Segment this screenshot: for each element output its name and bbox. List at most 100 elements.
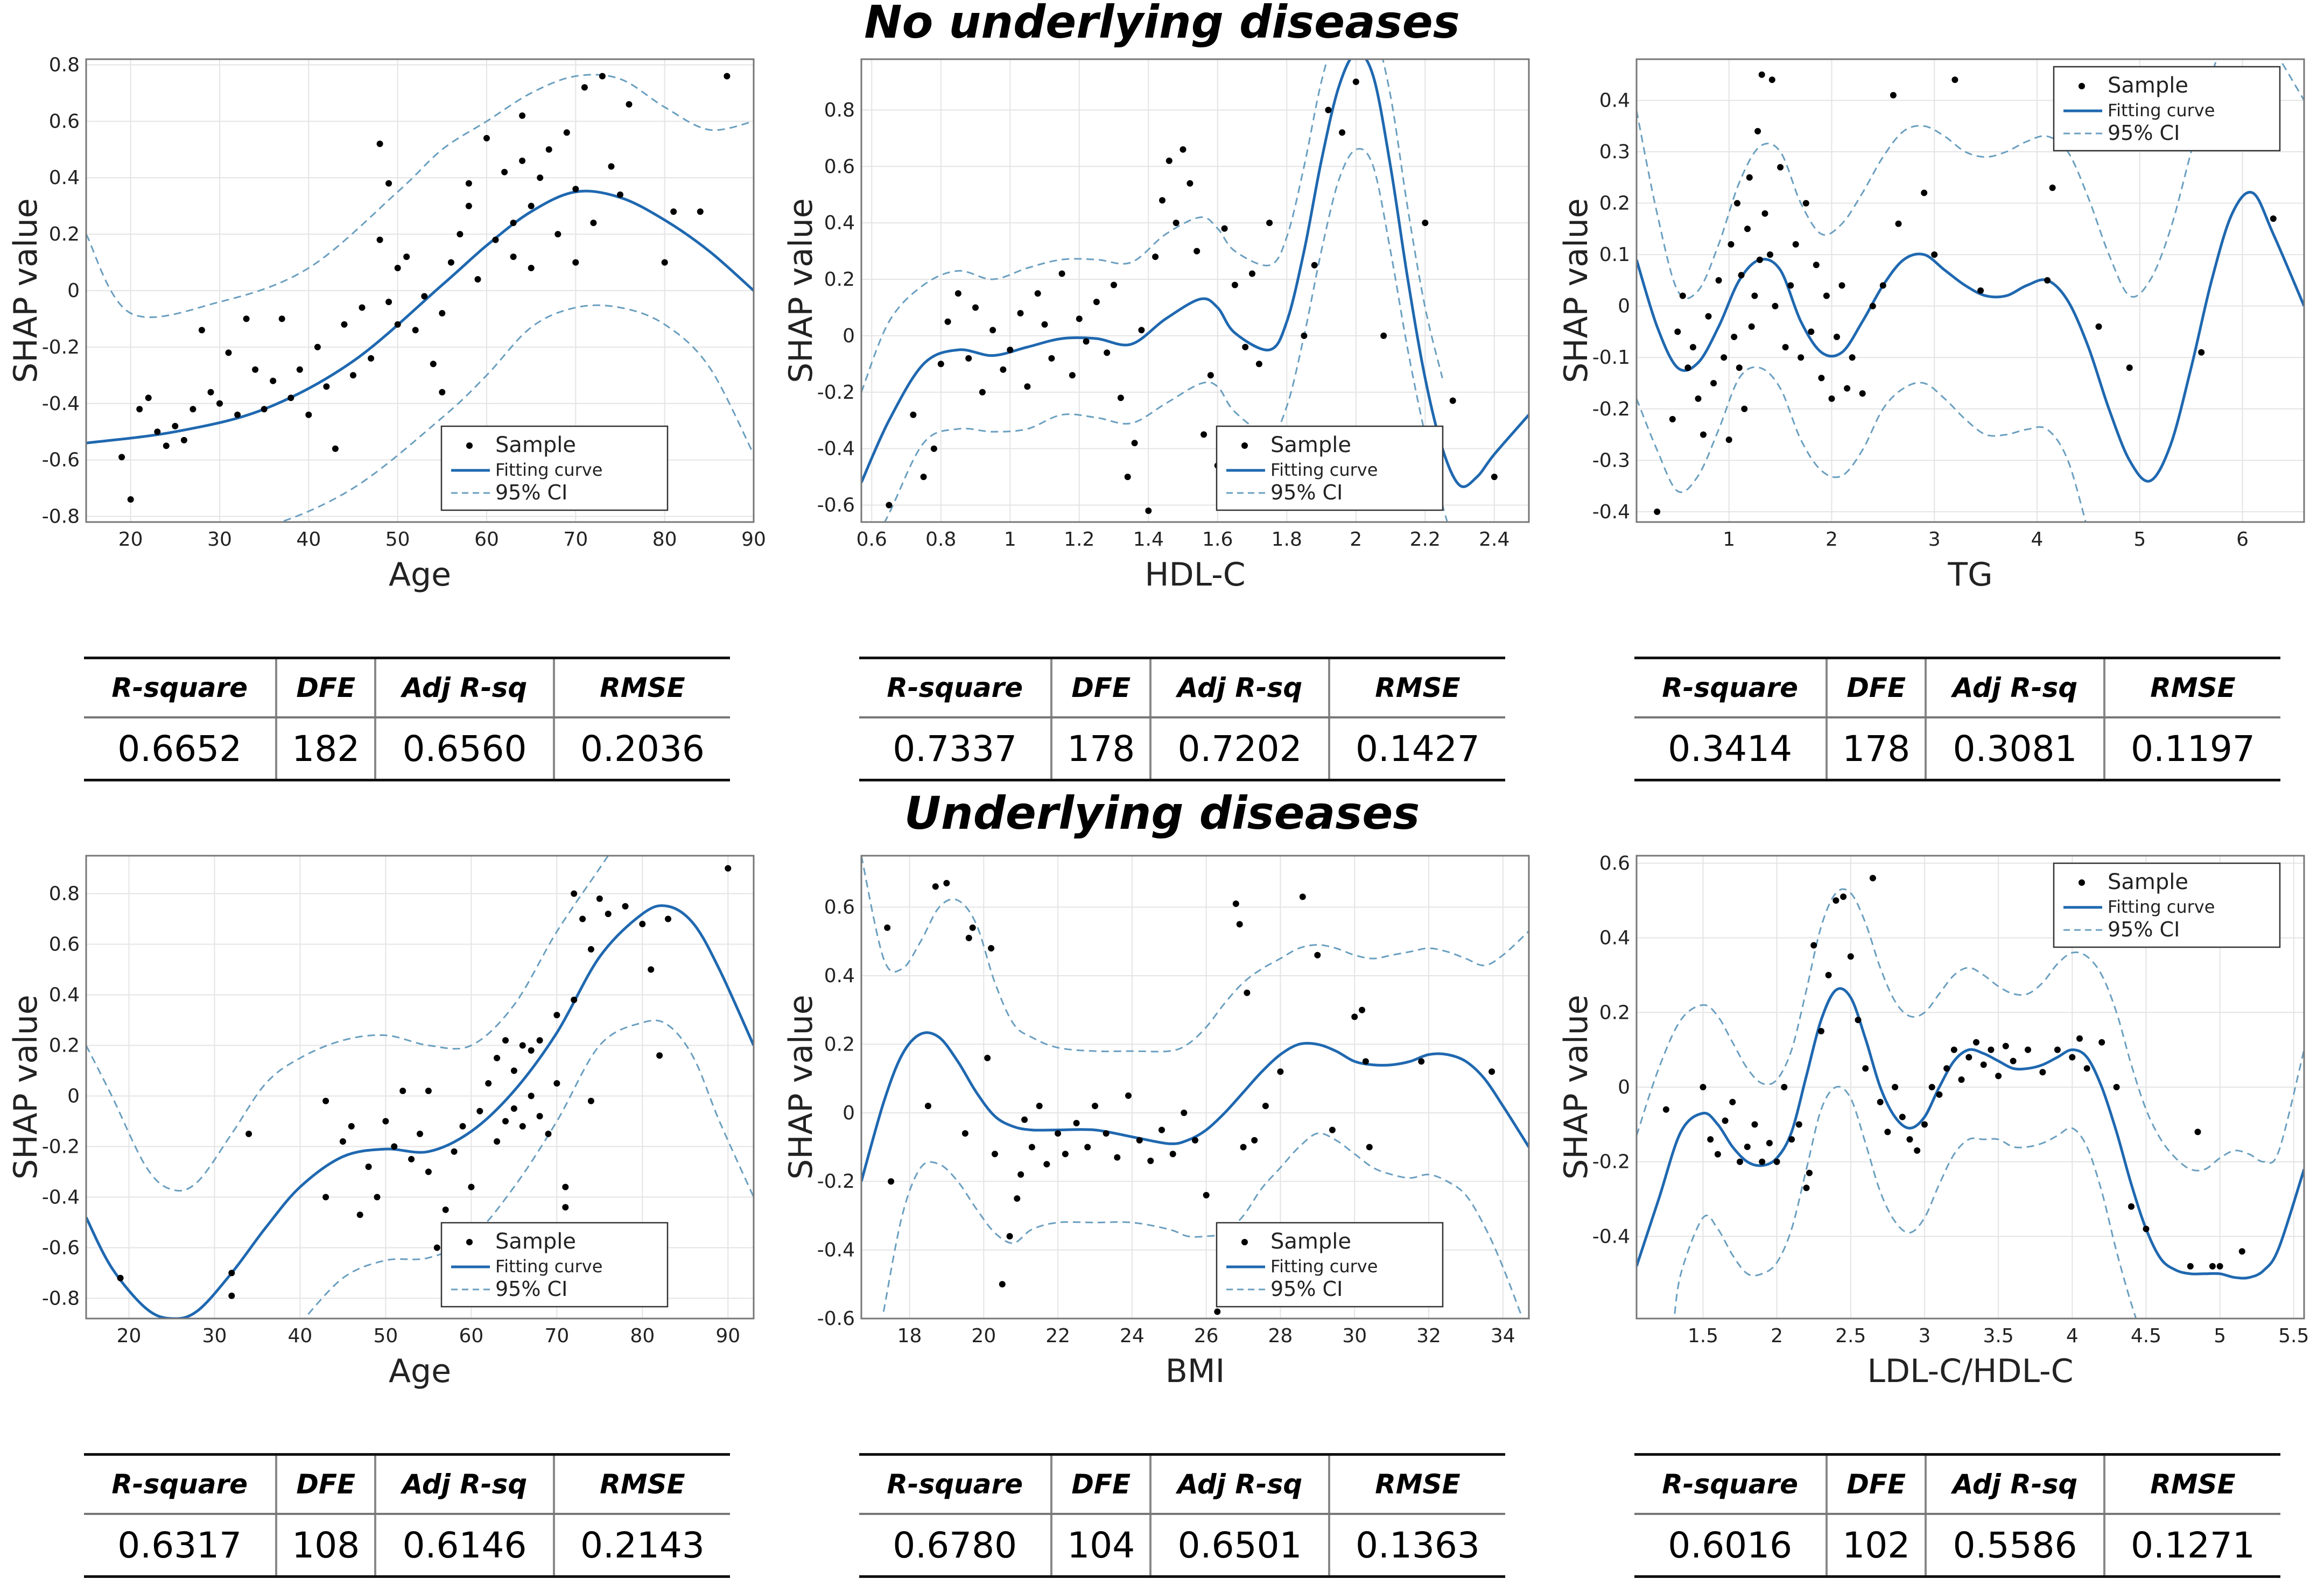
sample-point (2194, 1129, 2201, 1136)
chart-svg: 18 20 22 24 26 28 30 32 34 -0.6 -0.4 -0.2 0 0.2 0.4 0.6… (782, 855, 1530, 1390)
stats-header-row: R-square DFE Adj R-sq RMSE (84, 657, 730, 718)
stats-header-cell: RMSE (2103, 657, 2280, 718)
stats-value-row: 0.6652 182 0.6560 0.2036 (84, 717, 730, 781)
sample-point (622, 903, 629, 910)
y-tick-label: -0.3 (1592, 449, 1630, 471)
sample-point (399, 1088, 406, 1094)
sample-point (492, 236, 499, 243)
legend-box (2053, 862, 2281, 948)
sample-point (1758, 71, 1765, 78)
legend-sample-marker (466, 442, 473, 449)
legend-sample-marker (466, 1239, 473, 1245)
sample-point (391, 1143, 398, 1150)
x-axis-label: TG (1947, 556, 1992, 594)
x-tick-label: 1.2 (1064, 528, 1094, 551)
stats-header-cell: DFE (1050, 657, 1151, 718)
y-tick-label: 0.1 (1599, 244, 1630, 266)
sample-point (1746, 174, 1753, 181)
sample-point (385, 299, 392, 305)
x-tick-label: 4 (2066, 1325, 2079, 1347)
x-tick-label: 1.6 (1202, 528, 1233, 551)
plot-frame (860, 855, 1530, 1320)
sample-point (519, 157, 526, 164)
sample-point (1899, 1113, 1906, 1120)
x-axis-label: BMI (1165, 1352, 1225, 1390)
legend-ci-label: 95% CI (2108, 121, 2180, 145)
sample-point (1186, 180, 1193, 187)
sample-point (433, 1244, 440, 1251)
sample-point (485, 1080, 492, 1087)
sample-point (1301, 332, 1308, 339)
sample-point (2002, 1042, 2009, 1049)
stats-value-cell: 0.3081 (1925, 717, 2104, 781)
sample-point (136, 406, 143, 413)
x-tick-label: 90 (715, 1325, 740, 1347)
sample-point (1884, 1129, 1891, 1136)
sample-point (572, 186, 579, 193)
sample-point (1422, 220, 1429, 227)
sample-point (1754, 128, 1761, 135)
sample-point (1921, 189, 1928, 196)
sample-point (225, 349, 232, 356)
chart-svg: 20 30 40 50 60 70 80 90 -0.8 -0.6 -0.4 -0.2 0 0.2 0.4 0… (7, 855, 755, 1390)
sample-point (1722, 1117, 1729, 1124)
sample-point (394, 265, 401, 271)
y-tick-label: -0.4 (42, 1186, 80, 1208)
sample-point (596, 895, 603, 902)
sample-point (1325, 107, 1332, 114)
sample-point (1489, 1068, 1495, 1075)
plot-frame (85, 855, 755, 1320)
y-tick-label: 0.4 (824, 965, 855, 987)
sample-point (1048, 355, 1055, 362)
x-tick-label: 50 (385, 528, 410, 551)
sample-point (590, 220, 597, 227)
y-tick-label: 0 (67, 280, 80, 302)
stats-header-cell: R-square (859, 657, 1052, 718)
stats-value-cell: 0.6016 (1634, 1514, 1827, 1578)
sample-point (198, 327, 205, 334)
sample-point (332, 445, 339, 452)
sample-point (1017, 1171, 1024, 1178)
legend-box (440, 1222, 669, 1308)
y-tick-label: -0.2 (42, 1136, 80, 1158)
sample-point (553, 1012, 560, 1019)
sample-point (1838, 282, 1845, 289)
sample-point (1818, 375, 1825, 382)
sample-point (1707, 1136, 1714, 1143)
stats-value-cell: 0.5586 (1925, 1514, 2104, 1578)
sample-point (1092, 1103, 1098, 1109)
sample-point (697, 208, 704, 215)
x-tick-label: 4.5 (2131, 1325, 2161, 1347)
sample-point (1958, 1076, 1965, 1083)
ci-lower-line (1637, 366, 2087, 522)
sample-point (118, 454, 125, 461)
chart-svg: 20 30 40 50 60 70 80 90 -0.8 -0.6 -0.4 -0.2 0 0.2 0.4 0… (7, 54, 766, 594)
sample-point (1083, 338, 1090, 345)
sample-point (1748, 323, 1755, 330)
x-tick-label: 30 (202, 1325, 227, 1347)
legend-ci-label: 95% CI (1270, 1277, 1343, 1301)
stats-header-row: R-square DFE Adj R-sq RMSE (1634, 1453, 2280, 1515)
sample-point (172, 422, 179, 429)
sample-point (1921, 1121, 1928, 1128)
sample-point (1700, 431, 1707, 438)
sample-point (2083, 1065, 2090, 1072)
sample-point (1181, 1109, 1188, 1116)
y-axis-label: SHAP value (782, 198, 820, 383)
sample-point (528, 1047, 535, 1054)
sample-point (2069, 1054, 2076, 1061)
sample-point (359, 304, 366, 311)
sample-point (1277, 1068, 1284, 1075)
legend-sample-label: Sample (495, 433, 576, 457)
sample-point (1366, 1144, 1373, 1151)
x-tick-label: 70 (563, 528, 588, 551)
legend-ci-label: 95% CI (495, 1277, 567, 1301)
sample-point (1073, 1119, 1080, 1126)
sample-point (1869, 302, 1876, 309)
sample-point (536, 1113, 543, 1119)
y-tick-label: 0.6 (824, 156, 855, 178)
sample-point (571, 996, 578, 1003)
stats-value-row: 0.7337 178 0.7202 0.1427 (859, 717, 1505, 781)
sample-point (442, 1206, 449, 1213)
stats-value-cell: 108 (275, 1514, 376, 1578)
